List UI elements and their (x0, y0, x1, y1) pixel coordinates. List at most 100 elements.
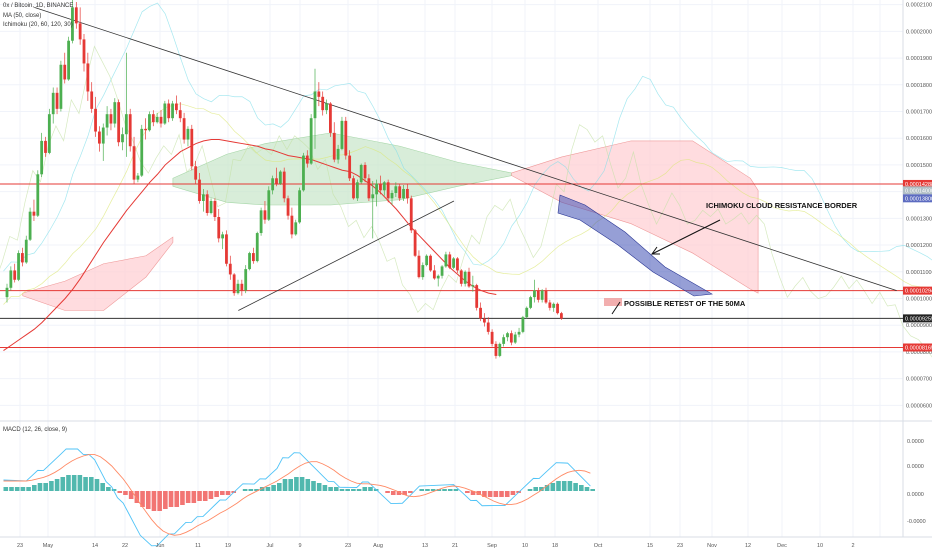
price-tick-label: 0.00011000 (906, 270, 932, 276)
candle-body (67, 41, 70, 80)
candle-body (256, 233, 259, 261)
time-tick-label: 11 (195, 543, 201, 549)
macd-bar (163, 491, 168, 509)
candle-body (398, 186, 401, 198)
macd-bar (340, 489, 345, 491)
candle-body (456, 258, 459, 270)
macd-bar (323, 485, 328, 491)
candle-body (421, 265, 424, 277)
macd-bar (590, 489, 595, 491)
macd-bar (203, 491, 208, 501)
candle-body (94, 109, 97, 132)
candle-body (102, 128, 105, 144)
candle-body (160, 117, 163, 124)
macd-line (4, 449, 591, 546)
price-tag-label: 0.00009255 (905, 316, 932, 322)
candle-body (491, 332, 494, 344)
time-tick-label: 22 (122, 543, 128, 549)
macd-bar (209, 491, 214, 499)
candle-body (140, 129, 143, 176)
candle-body (248, 253, 251, 269)
candle-body (156, 117, 159, 122)
candle-body (460, 270, 463, 283)
macd-bar (300, 477, 305, 491)
candle-body (187, 129, 190, 140)
candle-body (167, 103, 170, 118)
macd-bar (186, 491, 191, 503)
candle-body (202, 194, 205, 201)
macd-bar (351, 489, 356, 491)
candle-body (360, 165, 363, 182)
candle-body (221, 234, 224, 238)
macd-bar (146, 491, 151, 509)
trendlines (34, 7, 896, 310)
macd-bar (357, 489, 362, 491)
candle-body (267, 190, 270, 219)
candle-body (217, 217, 220, 238)
macd-bar (283, 479, 288, 491)
candle-body (437, 276, 440, 279)
macd-bar (249, 489, 254, 491)
candle-body (406, 189, 409, 198)
candle-body (495, 344, 498, 356)
time-tick-label: May (43, 543, 54, 549)
candle-body (229, 264, 232, 275)
candle-body (471, 285, 474, 286)
candle-body (240, 284, 243, 291)
time-tick-label: 10 (817, 543, 823, 549)
candle-body (352, 178, 355, 198)
ma-legend: MA (50, close) (3, 13, 41, 19)
macd-bar (391, 491, 396, 495)
candle-body (294, 222, 297, 234)
candle-body (310, 118, 313, 163)
retest-annotation-text: POSSIBLE RETEST OF THE 50MA (624, 299, 746, 308)
macd-bar (585, 487, 590, 491)
candle-body (498, 344, 501, 356)
candle-body (183, 118, 186, 139)
candle-body (371, 194, 374, 198)
trendline (238, 201, 454, 311)
macd-bar (294, 477, 299, 491)
time-tick-label: 13 (422, 543, 428, 549)
candle-body (21, 253, 24, 262)
candle-body (210, 201, 213, 213)
candle-body (129, 114, 132, 146)
candle-body (83, 39, 86, 63)
time-tick-label: Jun (156, 543, 165, 549)
candle-body (560, 313, 563, 318)
candle-body (487, 323, 490, 332)
macd-bar (368, 487, 373, 491)
candle-body (179, 110, 182, 118)
candle-body (317, 91, 320, 96)
macd-bar (9, 487, 14, 491)
candle-body (190, 129, 193, 166)
macd-bar (220, 491, 225, 495)
macd-bar (505, 491, 510, 497)
macd-bar (100, 483, 105, 491)
candle-body (287, 198, 290, 215)
candle-body (6, 288, 9, 297)
macd-bar (528, 489, 533, 491)
candle-body (133, 146, 136, 179)
candle-body (333, 133, 336, 160)
candle-body (425, 256, 428, 265)
time-tick-label: Jul (266, 543, 273, 549)
candle-body (337, 149, 340, 160)
price-tag-label: 0.00013800 (905, 196, 932, 202)
macd-bar (197, 491, 202, 501)
time-tick-label: 12 (745, 543, 751, 549)
candle-body (264, 210, 267, 219)
cloud-annotation-text: ICHIMOKU CLOUD RESISTANCE BORDER (706, 201, 858, 210)
candle-body (533, 290, 536, 297)
retest-marker (604, 298, 622, 306)
price-tag-label: 0.00008165 (905, 345, 932, 351)
candle-body (48, 114, 51, 153)
macd-bar (4, 487, 9, 491)
macd-bar (533, 487, 538, 491)
candle-body (552, 304, 555, 308)
